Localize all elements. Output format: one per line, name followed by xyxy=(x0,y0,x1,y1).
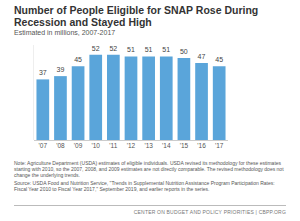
svg-text:'09: '09 xyxy=(74,142,83,149)
html-text:Source: USDA Food and Nutritio: Source: USDA Food and Nutrition Service,… xyxy=(14,180,275,192)
svg-text:52: 52 xyxy=(92,45,100,52)
svg-text:'13: '13 xyxy=(144,142,153,149)
html-text:CENTER ON BUDGET AND POLICY PR: CENTER ON BUDGET AND POLICY PRIORITIES |… xyxy=(133,209,286,215)
svg-text:'10: '10 xyxy=(91,142,100,149)
svg-text:50: 50 xyxy=(180,48,188,55)
svg-text:51: 51 xyxy=(127,46,135,53)
svg-text:45: 45 xyxy=(74,56,82,63)
svg-text:51: 51 xyxy=(145,46,153,53)
svg-text:39: 39 xyxy=(57,66,65,73)
svg-text:45: 45 xyxy=(215,56,223,63)
svg-text:'07: '07 xyxy=(39,142,48,149)
svg-text:'14: '14 xyxy=(162,142,171,149)
html-text:Number of People Eligible for: Number of People Eligible for SNAP Rose … xyxy=(14,4,259,28)
svg-text:'15: '15 xyxy=(180,142,189,149)
svg-text:'08: '08 xyxy=(56,142,65,149)
svg-text:47: 47 xyxy=(198,53,206,60)
html-text:Estimated in millions, 2007-20: Estimated in millions, 2007-2017 xyxy=(14,29,116,36)
svg-text:'11: '11 xyxy=(109,142,117,149)
svg-text:37: 37 xyxy=(39,69,47,76)
svg-text:'16: '16 xyxy=(197,142,206,149)
svg-text:'12: '12 xyxy=(127,142,136,149)
svg-text:'17: '17 xyxy=(215,142,224,149)
html-text:Note: Agriculture Department (: Note: Agriculture Department (USDA) esti… xyxy=(14,160,284,178)
svg-text:51: 51 xyxy=(162,46,170,53)
svg-text:52: 52 xyxy=(109,45,117,52)
